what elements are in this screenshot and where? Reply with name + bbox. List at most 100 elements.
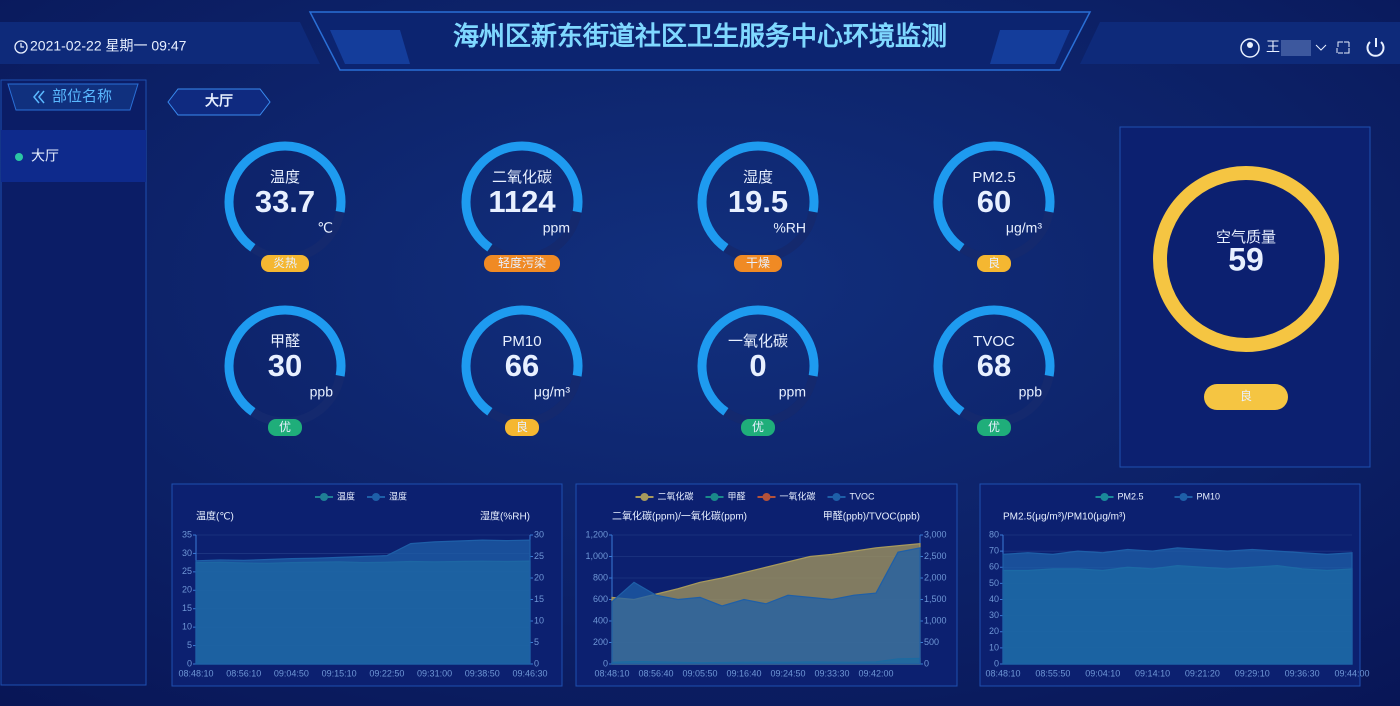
dropdown[interactable]	[1315, 44, 1327, 51]
fullscreen[interactable]	[1336, 41, 1350, 54]
y-tick-label: 50	[989, 578, 999, 588]
status-pill	[484, 255, 560, 272]
y-axis-label: 温度(℃)	[196, 510, 234, 523]
y-tick-label: 800	[593, 572, 608, 582]
name-blur	[1281, 40, 1311, 56]
gauge-label: 湿度	[743, 169, 773, 186]
x-tick-label: 09:04:50	[274, 668, 309, 678]
sidebar-item[interactable]	[1, 130, 146, 182]
legend-dot	[832, 493, 841, 501]
gauge-value: 30	[268, 348, 302, 383]
y-tick-label: 25	[182, 566, 192, 576]
legend-dot	[320, 493, 328, 501]
gauge-unit: ppb	[1019, 384, 1043, 400]
gauge-value: 68	[977, 348, 1011, 383]
status-pill	[268, 419, 302, 436]
y-tick-label: 60	[989, 562, 999, 572]
aqi-status: 良	[1240, 388, 1252, 403]
collapse[interactable]	[33, 90, 45, 104]
y-tick-label: 0	[994, 658, 999, 668]
y-tick-label: 5	[187, 640, 192, 650]
x-tick-label: 09:46:30	[512, 668, 547, 678]
room-name: 大厅	[205, 93, 233, 109]
y-tick-label: 1,200	[585, 529, 608, 539]
y2-axis-label: 甲醛(ppb)/TVOC(ppb)	[823, 510, 920, 523]
item-dot	[15, 153, 23, 161]
gauge-status: 优	[752, 420, 764, 434]
clock-icon	[14, 40, 28, 54]
legend-dot	[1100, 493, 1109, 501]
y-tick-label: 70	[989, 546, 999, 556]
gauge-label: 二氧化碳	[492, 169, 552, 186]
x-tick-label: 09:42:00	[858, 668, 893, 678]
gauge-value: 66	[505, 348, 539, 383]
legend-label: TVOC	[850, 491, 876, 501]
area-series	[611, 547, 921, 665]
status-pill	[261, 255, 309, 272]
y-tick-label: 30	[182, 548, 192, 558]
gauge-value: 60	[977, 184, 1011, 219]
gauge-status: 炎热	[273, 256, 297, 270]
x-tick-label: 09:21:20	[1185, 668, 1220, 678]
x-tick-label: 09:04:10	[1085, 668, 1120, 678]
x-tick-label: 09:16:40	[726, 668, 761, 678]
area-series	[1002, 547, 1353, 665]
gauge-label: TVOC	[973, 333, 1015, 350]
header-deco	[990, 30, 1070, 64]
gauge-arc	[224, 141, 346, 263]
y-tick-label: 80	[989, 529, 999, 539]
y2-axis-label: 湿度(%RH)	[480, 510, 530, 523]
y-tick-label: 25	[534, 551, 544, 561]
gauge-status: 优	[988, 420, 1000, 434]
gauge-value: 0	[749, 348, 766, 383]
y-tick-label: 1,000	[585, 551, 608, 561]
gauge-status: 优	[279, 420, 291, 434]
y-tick-label: 1,500	[924, 594, 947, 604]
header-left	[0, 22, 320, 64]
aqi-status-pill	[1204, 384, 1288, 410]
gauge-unit: ppb	[310, 384, 334, 400]
y-tick-label: 10	[534, 615, 544, 625]
x-tick-label: 09:29:10	[1235, 668, 1270, 678]
y-tick-label: 20	[182, 585, 192, 595]
y-tick-label: 600	[593, 594, 608, 604]
legend-label: PM2.5	[1118, 491, 1144, 501]
user-icon	[1247, 42, 1253, 48]
x-tick-label: 08:48:10	[594, 668, 629, 678]
user-icon[interactable]	[1240, 38, 1260, 58]
user-name[interactable]: 王	[1266, 39, 1280, 55]
gauge-label: 温度	[270, 169, 300, 186]
y-tick-label: 10	[182, 622, 192, 632]
y-tick-label: 0	[924, 658, 929, 668]
x-tick-label: 09:36:30	[1285, 668, 1320, 678]
y-tick-label: 200	[593, 637, 608, 647]
x-tick-label: 09:33:30	[814, 668, 849, 678]
y-axis-label: 二氧化碳(ppm)/一氧化碳(ppm)	[612, 510, 747, 523]
y-tick-label: 20	[534, 572, 544, 582]
x-tick-label: 09:24:50	[770, 668, 805, 678]
y-tick-label: 0	[603, 658, 608, 668]
gauge-status: 干燥	[746, 256, 770, 270]
room-tab	[167, 88, 271, 116]
datetime: 2021-02-22 星期一 09:47	[30, 38, 187, 54]
y-tick-label: 2,500	[924, 551, 947, 561]
y-tick-label: 3,000	[924, 529, 947, 539]
power[interactable]	[1366, 38, 1385, 57]
y-tick-label: 30	[534, 529, 544, 539]
legend-label: 湿度	[389, 490, 407, 501]
x-tick-label: 08:56:10	[226, 668, 261, 678]
gauge-value: 19.5	[728, 184, 788, 219]
aqi-ring	[1153, 166, 1339, 352]
y-tick-label: 15	[534, 594, 544, 604]
sidebar-item-label[interactable]: 大厅	[31, 148, 59, 164]
legend-dot	[640, 493, 649, 501]
gauge-arc	[933, 141, 1055, 263]
y-tick-label: 2,000	[924, 572, 947, 582]
gauge-unit: ppm	[779, 384, 806, 400]
status-pill	[734, 255, 782, 272]
legend-label: PM10	[1197, 491, 1221, 501]
x-tick-label: 08:48:10	[985, 668, 1020, 678]
legend-label: 一氧化碳	[780, 490, 816, 501]
gauge-unit: ppm	[543, 220, 570, 236]
